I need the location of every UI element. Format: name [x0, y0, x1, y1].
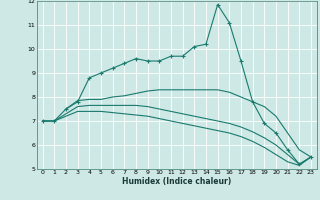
X-axis label: Humidex (Indice chaleur): Humidex (Indice chaleur) [122, 177, 231, 186]
